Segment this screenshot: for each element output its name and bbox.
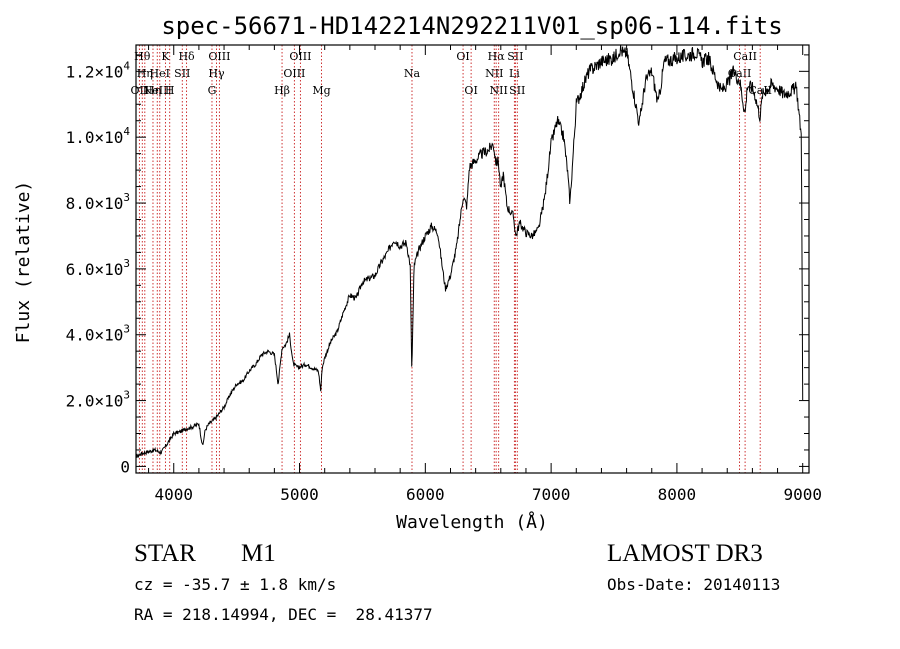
y-axis-label: Flux (relative) (13, 181, 34, 344)
spectrum-series (135, 44, 804, 459)
line-label-mg: Mg (312, 84, 330, 97)
line-label-oiii: OIII (208, 50, 230, 63)
x-tick-label-6000: 6000 (406, 485, 445, 504)
line-label-sii: SII (507, 50, 523, 63)
plot-frame (135, 44, 810, 474)
line-label-oi: OI (456, 50, 469, 63)
y-tick-label-6000: 6.0×103 (66, 257, 130, 279)
line-label-oii: OII (131, 84, 149, 97)
y-tick-label-4000: 4.0×103 (66, 323, 130, 345)
line-label-li: Li (509, 67, 520, 80)
y-tick-exponent: 3 (123, 191, 130, 204)
y-tick-exponent: 4 (123, 125, 130, 138)
line-label-g: G (208, 84, 217, 97)
y-tick-exponent: 3 (123, 323, 130, 336)
line-label-h: Hδ (178, 50, 195, 63)
y-tick-label-8000: 8.0×103 (66, 191, 130, 213)
y-tick-label-0: 0 (120, 457, 130, 476)
y-axis: 0 2.0×103 4.0×103 6.0×103 8.0×103 1.0×104 1.2×… (66, 54, 809, 476)
spectrum-line-0 (135, 44, 804, 459)
line-label-oi: OI (464, 84, 477, 97)
y-tick-exponent: 3 (123, 389, 130, 402)
line-label-h: Hη (137, 67, 153, 80)
chart-title: spec-56671-HD142214N292211V01_sp06-114.f… (161, 12, 782, 40)
emission-line-markers: OIIHθHηHηNeIIIHeIKHSIIHδGHγOIIIHβOIIIOII… (131, 45, 772, 473)
line-label-h: Hγ (208, 67, 225, 80)
line-label-neiii: NeIII (143, 84, 172, 97)
line-label-h: Hα (488, 50, 506, 63)
y-tick-label-10000: 1.0×104 (66, 125, 131, 147)
observation-date: Obs-Date: 20140113 (607, 575, 781, 594)
line-label-sii: SII (509, 84, 525, 97)
y-tick-exponent: 4 (123, 59, 130, 72)
x-tick-label-4000: 4000 (154, 485, 193, 504)
x-tick-label-7000: 7000 (532, 485, 571, 504)
x-axis-label: Wavelength (Å) (396, 511, 548, 533)
x-tick-label-9000: 9000 (783, 485, 822, 504)
line-label-sii: SII (174, 67, 190, 80)
line-label-h: Hθ (134, 50, 151, 63)
coordinates-readout: RA = 218.14994, DEC = 28.41377 (134, 605, 433, 624)
line-label-nii: NII (485, 67, 503, 80)
x-axis: 4000 5000 6000 7000 8000 9000 (148, 45, 822, 504)
x-tick-label-5000: 5000 (280, 485, 319, 504)
y-tick-label-12000: 1.2×104 (66, 59, 131, 81)
line-label-h: H (165, 84, 175, 97)
line-label-hei: HeI (150, 67, 170, 80)
y-tick-exponent: 3 (123, 257, 130, 270)
redshift-readout: cz = -35.7 ± 1.8 km/s (134, 575, 337, 594)
line-label-caii: CaII (733, 50, 757, 63)
object-class: STAR (134, 540, 196, 567)
y-tick-label-2000: 2.0×103 (66, 389, 130, 411)
x-tick-label-8000: 8000 (658, 485, 697, 504)
line-label-k: K (161, 50, 170, 63)
survey-name: LAMOST DR3 (607, 540, 763, 567)
line-label-oiii: OIII (283, 67, 305, 80)
line-label-na: Na (404, 67, 421, 80)
line-label-nii: NII (490, 84, 508, 97)
line-label-oiii: OIII (289, 50, 311, 63)
line-label-h: Hβ (274, 84, 290, 97)
object-subclass: M1 (241, 540, 276, 567)
